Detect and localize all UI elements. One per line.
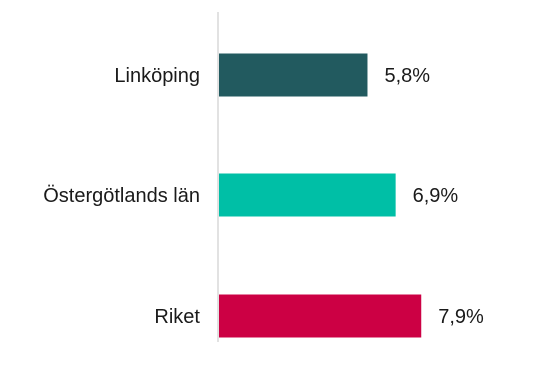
bars-group: Linköping 5,8% Östergötlands län 6,9% Riket 7… — [43, 53, 484, 338]
bar-1 — [219, 53, 368, 97]
category-label-3: Riket — [154, 306, 200, 328]
bar-3 — [219, 294, 422, 338]
category-label-2: Östergötlands län — [43, 185, 200, 207]
value-label-3: 7,9% — [438, 306, 484, 328]
value-label-1: 5,8% — [384, 65, 430, 87]
bar-2 — [219, 173, 396, 217]
value-label-2: 6,9% — [413, 185, 459, 207]
category-label-1: Linköping — [114, 65, 200, 87]
